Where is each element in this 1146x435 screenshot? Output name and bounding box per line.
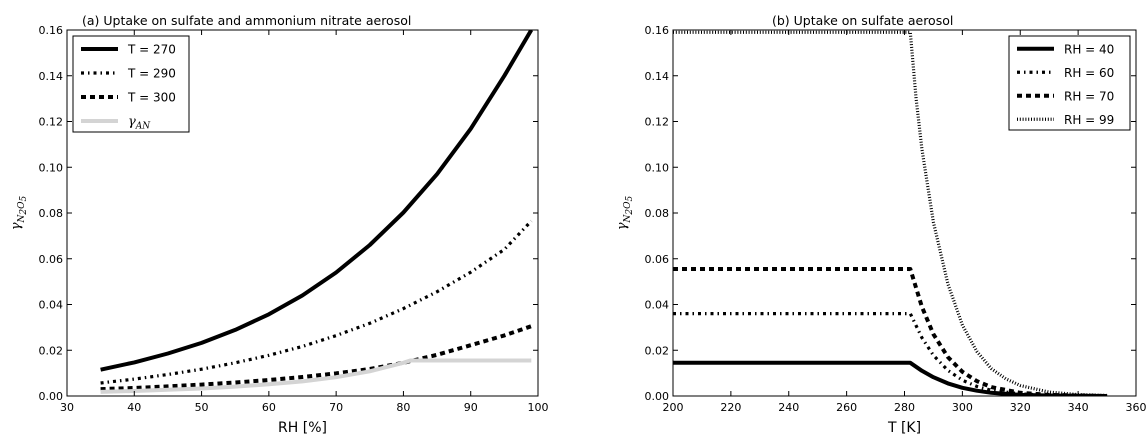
panel-a-ytick-label: 0.00 <box>39 390 64 403</box>
panel-b-ytick-label: 0.10 <box>645 161 670 174</box>
panel-b-xtick-label: 280 <box>894 401 915 414</box>
panel-b-ytick-label: 0.12 <box>645 116 670 129</box>
panel-a-ytick-label: 0.04 <box>39 299 64 312</box>
panel-a: (a) Uptake on sulfate and ammonium nitra… <box>9 13 549 435</box>
panel-b-ylabel: γN2O5 <box>615 195 635 230</box>
panel-a-legend-label-4: γAN <box>128 115 151 132</box>
panel-b-series-line-2 <box>673 312 1108 396</box>
panel-a-legend-label-1: T = 270 <box>127 43 176 57</box>
panel-a-series <box>100 30 534 394</box>
panel-b-xtick-label: 360 <box>1126 401 1146 414</box>
panel-a-series-line-3 <box>100 324 532 392</box>
panel-a-legend: T = 270 T = 290 T = 300 γAN <box>72 35 190 133</box>
panel-b-ytick-label: 0.04 <box>645 299 670 312</box>
panel-a-ytick-label: 0.12 <box>39 116 64 129</box>
panel-b-legend: RH = 40 RH = 60 RH = 70 RH = 99 <box>1008 35 1131 131</box>
panel-a-xtick-label: 100 <box>528 401 549 414</box>
panel-a-legend-label-3: T = 300 <box>127 91 176 105</box>
panel-b-xtick-label: 260 <box>836 401 857 414</box>
panel-a-ytick-label: 0.10 <box>39 161 64 174</box>
panel-a-xtick-label: 80 <box>396 401 410 414</box>
panel-b-legend-label-4: RH = 99 <box>1064 113 1114 127</box>
panel-b-ytick-label: 0.00 <box>645 390 670 403</box>
panel-a-xtick-label: 60 <box>262 401 276 414</box>
panel-b-ytick-label: 0.14 <box>645 70 670 83</box>
panel-b-xtick-label: 240 <box>778 401 799 414</box>
panel-a-xtick-label: 30 <box>60 401 74 414</box>
panel-b-ytick-label: 0.06 <box>645 253 670 266</box>
panel-b-xtick-label: 220 <box>720 401 741 414</box>
panel-b-legend-label-2: RH = 60 <box>1064 66 1114 80</box>
panel-b-xtick-label: 300 <box>952 401 973 414</box>
panel-b-ytick-label: 0.08 <box>645 207 670 220</box>
panel-a-series-line-4 <box>100 358 532 394</box>
panel-b-xtick-label: 320 <box>1010 401 1031 414</box>
panel-a-title: (a) Uptake on sulfate and ammonium nitra… <box>82 13 411 28</box>
panel-b-legend-label-1: RH = 40 <box>1064 42 1114 56</box>
panel-a-series-line-2 <box>100 219 533 385</box>
panel-b-legend-box <box>1008 35 1131 131</box>
panel-a-ylabel: γN2O5 <box>9 195 29 230</box>
panel-b-xtick-label: 200 <box>663 401 684 414</box>
panel-a-xtick-label: 40 <box>127 401 141 414</box>
panel-b-ytick-label: 0.02 <box>645 344 670 357</box>
panel-b-legend-label-3: RH = 70 <box>1064 89 1114 103</box>
panel-a-ytick-label: 0.02 <box>39 344 64 357</box>
panel-a-series-line-1 <box>100 30 534 372</box>
panel-a-ytick-label: 0.08 <box>39 207 64 220</box>
panel-b-xlabel: T [K] <box>887 420 921 435</box>
panel-b-ytick-label: 0.16 <box>645 24 670 37</box>
panel-a-ytick-label: 0.14 <box>39 70 64 83</box>
panel-b-series-line-3 <box>673 267 1108 396</box>
panel-a-legend-box <box>72 35 190 133</box>
panel-a-xtick-label: 50 <box>195 401 209 414</box>
panel-b-xtick-label: 340 <box>1068 401 1089 414</box>
panel-a-ytick-label: 0.06 <box>39 253 64 266</box>
panel-a-legend-label-2: T = 290 <box>127 67 176 81</box>
panel-b-title: (b) Uptake on sulfate aerosol <box>772 13 953 28</box>
panel-b: (b) Uptake on sulfate aerosol 200 220 240 26… <box>615 13 1146 435</box>
panel-a-xlabel: RH [%] <box>278 420 327 435</box>
panel-a-xtick-label: 90 <box>464 401 478 414</box>
panel-a-ytick-label: 0.16 <box>39 24 64 37</box>
panel-a-xtick-label: 70 <box>329 401 343 414</box>
